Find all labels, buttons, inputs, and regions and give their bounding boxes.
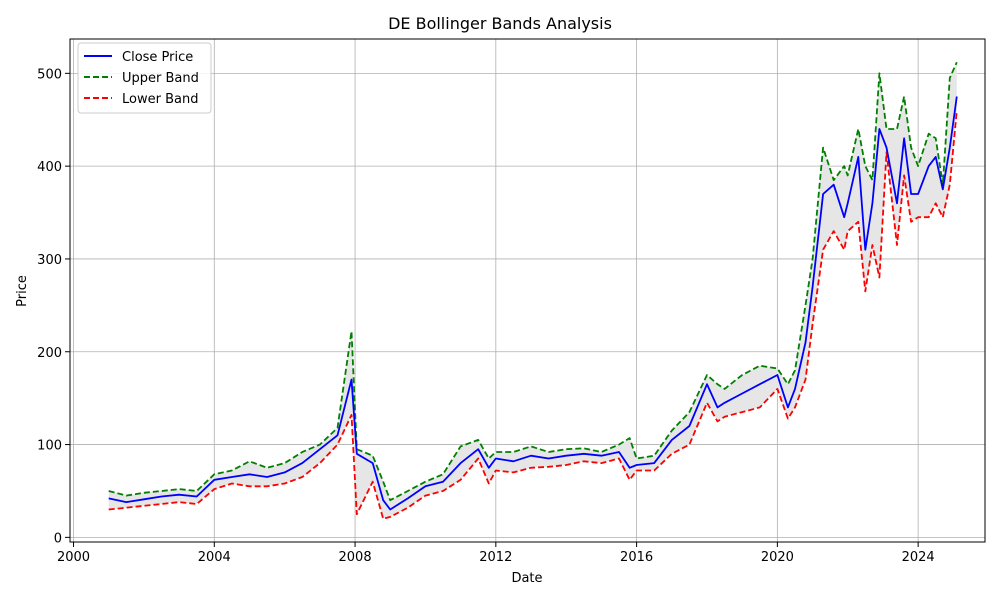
y-tick-label: 400 <box>37 160 62 175</box>
x-tick-label: 2016 <box>620 550 653 565</box>
y-tick-label: 200 <box>37 346 62 361</box>
plot-frame <box>69 38 986 543</box>
legend-label-lower: Lower Band <box>122 92 198 107</box>
x-tick-label: 2004 <box>198 550 231 565</box>
band-area <box>108 62 957 519</box>
series-lines <box>108 61 958 520</box>
y-tick-label: 500 <box>37 67 62 82</box>
grid <box>70 39 985 542</box>
band-fill <box>108 62 957 519</box>
x-tick-label: 2020 <box>761 550 794 565</box>
y-axis-label: Price <box>15 275 30 307</box>
legend-label-close: Close Price <box>122 50 193 65</box>
y-tick-label: 0 <box>54 531 62 546</box>
x-tick-label: 2012 <box>479 550 512 565</box>
x-tick-label: 2024 <box>902 550 935 565</box>
y-tick-label: 100 <box>37 439 62 454</box>
x-tick-label: 2000 <box>57 550 90 565</box>
chart-title: DE Bollinger Bands Analysis <box>388 14 612 33</box>
x-tick-label: 2008 <box>339 550 372 565</box>
legend-label-upper: Upper Band <box>122 71 199 86</box>
y-tick-label: 300 <box>37 253 62 268</box>
x-axis-ticks: 2000 2004 2008 2012 2016 2020 2024 <box>57 542 935 565</box>
x-axis-label: Date <box>511 571 542 586</box>
y-axis-ticks: 0 100 200 300 400 500 <box>37 67 70 546</box>
series-line-upper-band <box>108 61 958 502</box>
legend-box <box>77 42 212 114</box>
series-line-lower-band <box>108 110 958 520</box>
legend: Close Price Upper Band Lower Band <box>77 42 212 114</box>
series-line-close-price <box>108 96 958 511</box>
